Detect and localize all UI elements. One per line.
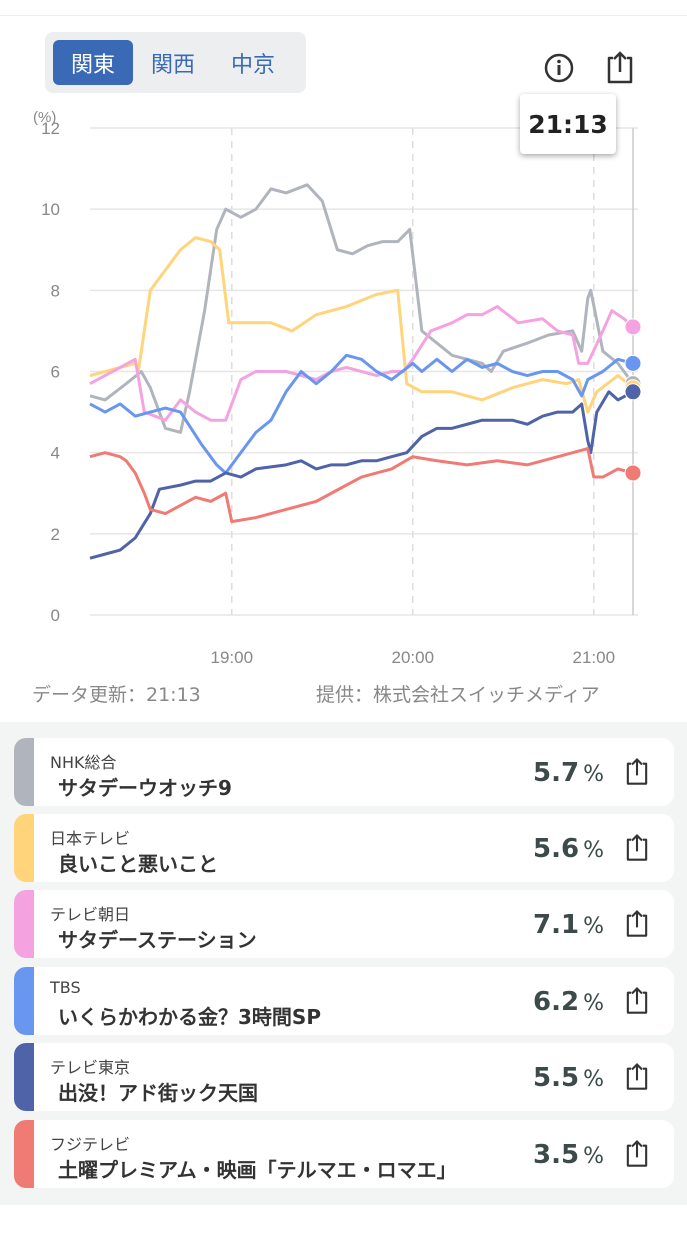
- rating-number: 5.6: [533, 834, 580, 864]
- share-icon[interactable]: [622, 1138, 652, 1170]
- rating-unit: %: [583, 1067, 604, 1092]
- y-axis-label: (%): [33, 109, 56, 126]
- rating-unit: %: [583, 838, 604, 863]
- rating-number: 7.1: [533, 910, 580, 940]
- provider-label: 提供：株式会社スイッチメディア: [316, 684, 600, 706]
- program-title: サタデーウオッチ9: [58, 776, 232, 800]
- station-color-bar: [14, 890, 34, 958]
- y-tick-label: 2: [51, 525, 60, 544]
- y-tick-label: 0: [51, 606, 60, 625]
- y-tick-label: 4: [51, 444, 60, 463]
- rating-number: 5.7: [533, 758, 580, 788]
- rating-number: 3.5: [533, 1140, 580, 1170]
- time-tooltip: 21:13: [520, 94, 616, 154]
- station-color-bar: [14, 738, 34, 806]
- station-color-bar: [14, 814, 34, 882]
- y-tick-label: 12: [41, 119, 60, 138]
- x-tick-label: 20:00: [392, 648, 435, 667]
- station-name: テレビ朝日: [50, 905, 131, 924]
- rating-unit: %: [583, 991, 604, 1016]
- tab-kanto[interactable]: 関東: [53, 40, 133, 85]
- share-icon[interactable]: [622, 1061, 652, 1093]
- series-end-dot: [624, 318, 642, 336]
- rating-value: 5.5%: [533, 1063, 604, 1093]
- station-color-bar: [14, 967, 34, 1035]
- rating-value: 6.2%: [533, 987, 604, 1017]
- share-icon[interactable]: [622, 832, 652, 864]
- series-line-テレビ朝日: [89, 305, 635, 422]
- station-color-bar: [14, 1043, 34, 1111]
- series-end-dot: [624, 354, 642, 372]
- rating-unit: %: [583, 762, 604, 787]
- rating-unit: %: [583, 914, 604, 939]
- region-tabs: 関東 関西 中京: [45, 32, 306, 93]
- program-list: NHK総合 サタデーウオッチ9 5.7% 日本テレビ 良いこと悪いこと 5.6%…: [0, 722, 687, 1205]
- series-line-NHK総合: [89, 183, 635, 434]
- station-name: 日本テレビ: [50, 829, 131, 848]
- series-end-dot: [624, 383, 642, 401]
- ratings-line-chart: (%) 0 2 4 6 8 10 12 19:00 20:00 21:00: [33, 109, 642, 667]
- share-icon[interactable]: [622, 908, 652, 940]
- data-updated-label: データ更新：21:13: [32, 684, 201, 706]
- rating-value: 3.5%: [533, 1140, 604, 1170]
- program-title: サタデーステーション: [58, 928, 257, 952]
- rating-unit: %: [583, 1144, 604, 1169]
- program-title: 土曜プレミアム・映画「テルマエ・ロマエ」: [58, 1158, 457, 1182]
- series-line-日本テレビ: [89, 236, 634, 414]
- station-name: TBS: [50, 978, 81, 997]
- series-end-dot: [624, 464, 642, 482]
- station-name: テレビ東京: [50, 1058, 131, 1077]
- program-card[interactable]: 日本テレビ 良いこと悪いこと 5.6%: [14, 814, 674, 882]
- rating-number: 6.2: [533, 987, 580, 1017]
- program-title: 良いこと悪いこと: [58, 852, 218, 876]
- rating-number: 5.5: [533, 1063, 580, 1093]
- share-icon[interactable]: [622, 756, 652, 788]
- share-icon[interactable]: [622, 985, 652, 1017]
- y-tick-label: 8: [51, 281, 60, 300]
- series-line-フジテレビ: [89, 447, 634, 524]
- program-card[interactable]: テレビ朝日 サタデーステーション 7.1%: [14, 890, 674, 958]
- share-icon[interactable]: [602, 50, 638, 86]
- tab-chukyo[interactable]: 中京: [230, 52, 275, 78]
- x-tick-label: 19:00: [211, 648, 254, 667]
- station-name: NHK総合: [50, 753, 117, 772]
- y-tick-label: 6: [51, 363, 60, 382]
- tab-kansai[interactable]: 関西: [150, 52, 195, 78]
- y-tick-label: 10: [41, 200, 60, 219]
- program-title: いくらかわかる金？3時間SP: [58, 1005, 321, 1029]
- series-line-テレビ東京: [89, 390, 634, 560]
- program-card[interactable]: TBS いくらかわかる金？3時間SP 6.2%: [14, 967, 674, 1035]
- rating-value: 7.1%: [533, 910, 604, 940]
- program-card[interactable]: フジテレビ 土曜プレミアム・映画「テルマエ・ロマエ」 3.5%: [14, 1120, 674, 1188]
- program-card[interactable]: テレビ東京 出没！アド街ック天国 5.5%: [14, 1043, 674, 1111]
- program-card[interactable]: NHK総合 サタデーウオッチ9 5.7%: [14, 738, 674, 806]
- info-icon[interactable]: [541, 50, 577, 86]
- x-tick-label: 21:00: [573, 648, 616, 667]
- rating-value: 5.7%: [533, 758, 604, 788]
- station-name: フジテレビ: [50, 1135, 131, 1154]
- top-divider: [0, 15, 687, 16]
- program-title: 出没！アド街ック天国: [58, 1081, 258, 1105]
- rating-value: 5.6%: [533, 834, 604, 864]
- series-line-TBS: [89, 353, 634, 475]
- station-color-bar: [14, 1120, 34, 1188]
